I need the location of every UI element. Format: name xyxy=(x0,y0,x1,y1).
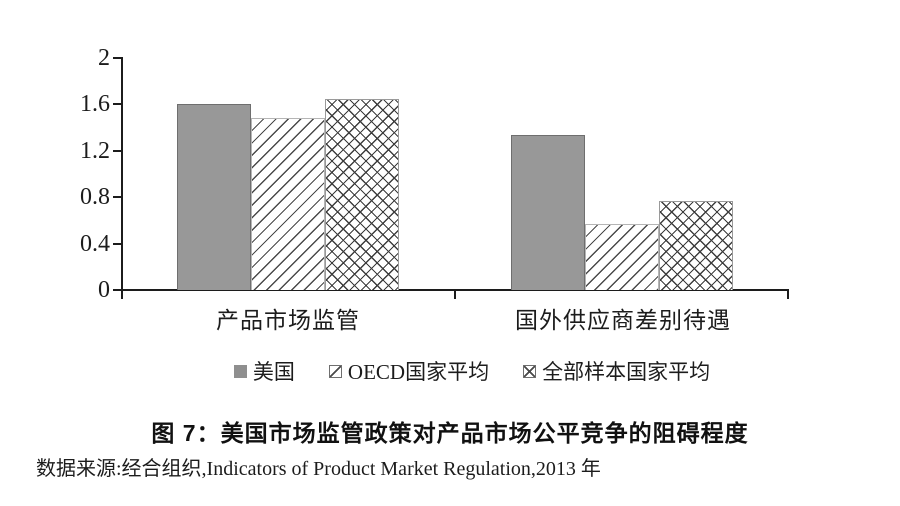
legend-swatch-solid-gray-icon xyxy=(233,364,247,378)
y-axis-tick-label: 0.8 xyxy=(80,184,110,211)
legend-label-all-sample-average: 全部样本国家平均 xyxy=(542,360,711,384)
x-category-label-foreign-supplier-treatment: 国外供应商差别待遇 xyxy=(515,308,731,333)
bar-solid-gray xyxy=(511,135,585,290)
y-axis-tick xyxy=(113,57,121,59)
y-axis-tick-label: 0 xyxy=(98,277,110,303)
y-axis-tick-label: 1.6 xyxy=(80,91,110,118)
legend-item-all-sample-average: 全部样本国家平均 xyxy=(523,356,710,386)
y-axis-tick-label: 0.4 xyxy=(80,230,110,257)
x-axis-tick-left xyxy=(121,289,123,299)
y-axis-tick-label: 2 xyxy=(98,45,110,71)
x-category-label-product-market-regulation: 产品市场监管 xyxy=(216,308,360,333)
legend-label-us: 美国 xyxy=(252,360,295,384)
y-axis-line xyxy=(121,57,123,291)
legend-swatch-crosshatch-icon xyxy=(523,364,537,378)
bar-crosshatch xyxy=(659,201,733,290)
legend-item-us: 美国 xyxy=(233,356,295,386)
y-axis-tick xyxy=(113,196,121,199)
bar-crosshatch xyxy=(325,99,399,290)
legend-swatch-diagonal-hatch-icon xyxy=(328,364,342,378)
bar-group xyxy=(511,58,733,290)
y-axis-tick xyxy=(113,289,121,291)
x-axis-tick-middle xyxy=(454,289,456,299)
y-axis-tick xyxy=(113,242,121,245)
y-axis-tick xyxy=(113,149,121,152)
legend-label-oecd-average: OECD国家平均 xyxy=(347,360,490,384)
legend: 美国 OECD国家平均 全部样本国家平均 xyxy=(122,356,822,386)
bar-solid-gray xyxy=(177,104,251,290)
bar-group xyxy=(177,58,399,290)
figure-title: 图 7：美国市场监管政策对产品市场公平竞争的阻碍程度 xyxy=(151,420,749,446)
bar-diagonal-hatch xyxy=(585,224,659,290)
data-source-note: 数据来源:经合组织,Indicators of Product Market R… xyxy=(36,458,601,480)
bar-diagonal-hatch xyxy=(251,118,325,290)
x-axis-tick-right xyxy=(787,289,789,299)
y-axis-tick-label: 1.2 xyxy=(80,137,110,164)
legend-item-oecd-average: OECD国家平均 xyxy=(328,356,490,386)
y-axis-tick xyxy=(113,103,121,106)
